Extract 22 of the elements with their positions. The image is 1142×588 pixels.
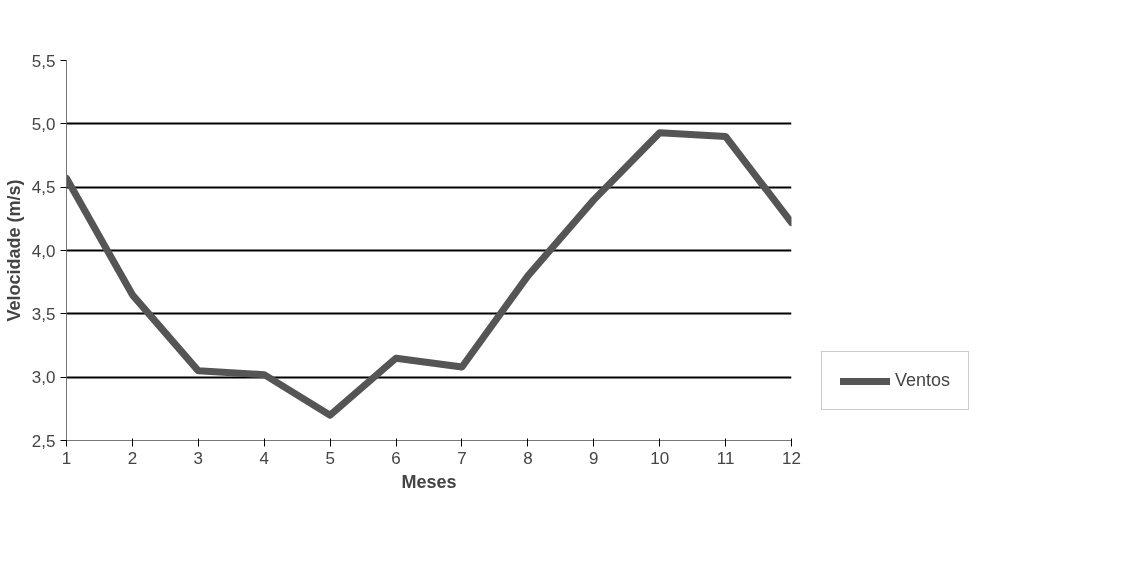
x-tick-label: 12	[782, 448, 801, 468]
y-tick-label: 5,0	[31, 114, 56, 134]
y-tick-label: 3,5	[31, 304, 56, 324]
x-tick-label: 1	[61, 448, 72, 468]
x-tick-label: 5	[325, 448, 335, 468]
y-tick-label: 4,0	[31, 241, 56, 261]
x-tick-label: 2	[127, 448, 138, 468]
legend-label: Ventos	[895, 370, 951, 391]
x-tick-label: 7	[457, 448, 467, 468]
x-tick-label: 8	[523, 448, 533, 468]
y-tick-label: 2,5	[31, 431, 56, 451]
x-tick-label: 4	[259, 448, 269, 468]
x-axis-title: Meses	[401, 471, 457, 492]
x-tick-label: 3	[193, 448, 204, 468]
y-axis-title: Velocidade (m/s)	[3, 179, 24, 322]
y-tick-label: 4,5	[31, 178, 56, 198]
y-tick-label: 3,0	[31, 368, 56, 388]
x-tick-label: 9	[589, 448, 599, 468]
y-tick-label: 5,5	[31, 51, 56, 71]
x-tick-label: 6	[391, 448, 401, 468]
x-tick-label: 10	[650, 448, 670, 468]
x-tick-label: 11	[716, 448, 735, 468]
